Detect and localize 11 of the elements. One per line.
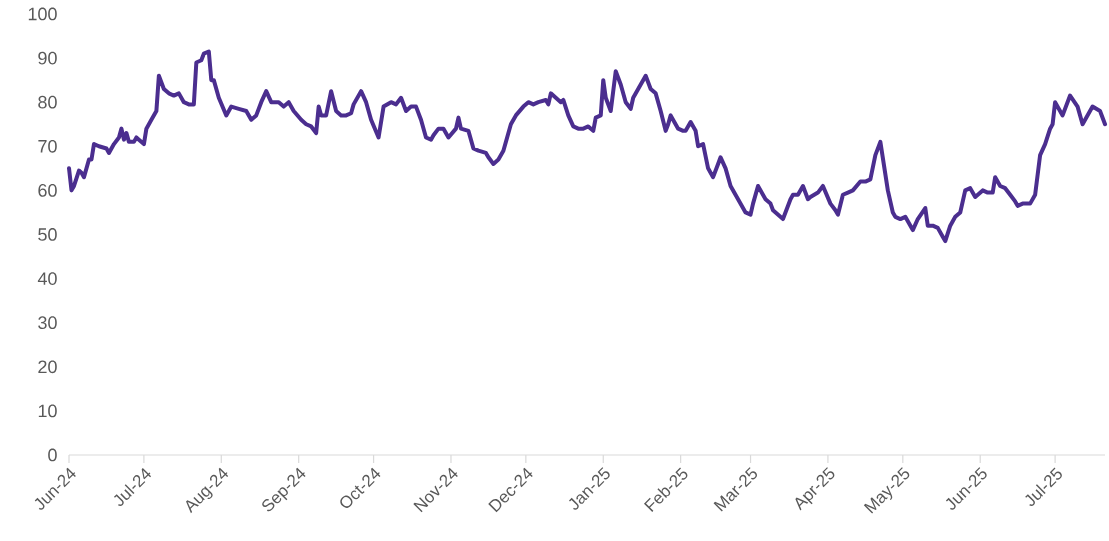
- y-tick-label: 90: [38, 51, 57, 65]
- y-tick-label: 60: [38, 184, 57, 197]
- y-tick-label: 50: [38, 228, 57, 241]
- y-tick-label: 20: [38, 360, 57, 374]
- y-tick-label: 0: [48, 448, 57, 462]
- y-tick-label: 10: [38, 404, 57, 418]
- y-tick-label: 40: [37, 272, 57, 285]
- y-tick-label: 100: [28, 7, 57, 21]
- y-tick-label: 30: [38, 316, 57, 330]
- y-tick-label: 70: [38, 139, 57, 153]
- y-tick-label: 80: [38, 95, 57, 109]
